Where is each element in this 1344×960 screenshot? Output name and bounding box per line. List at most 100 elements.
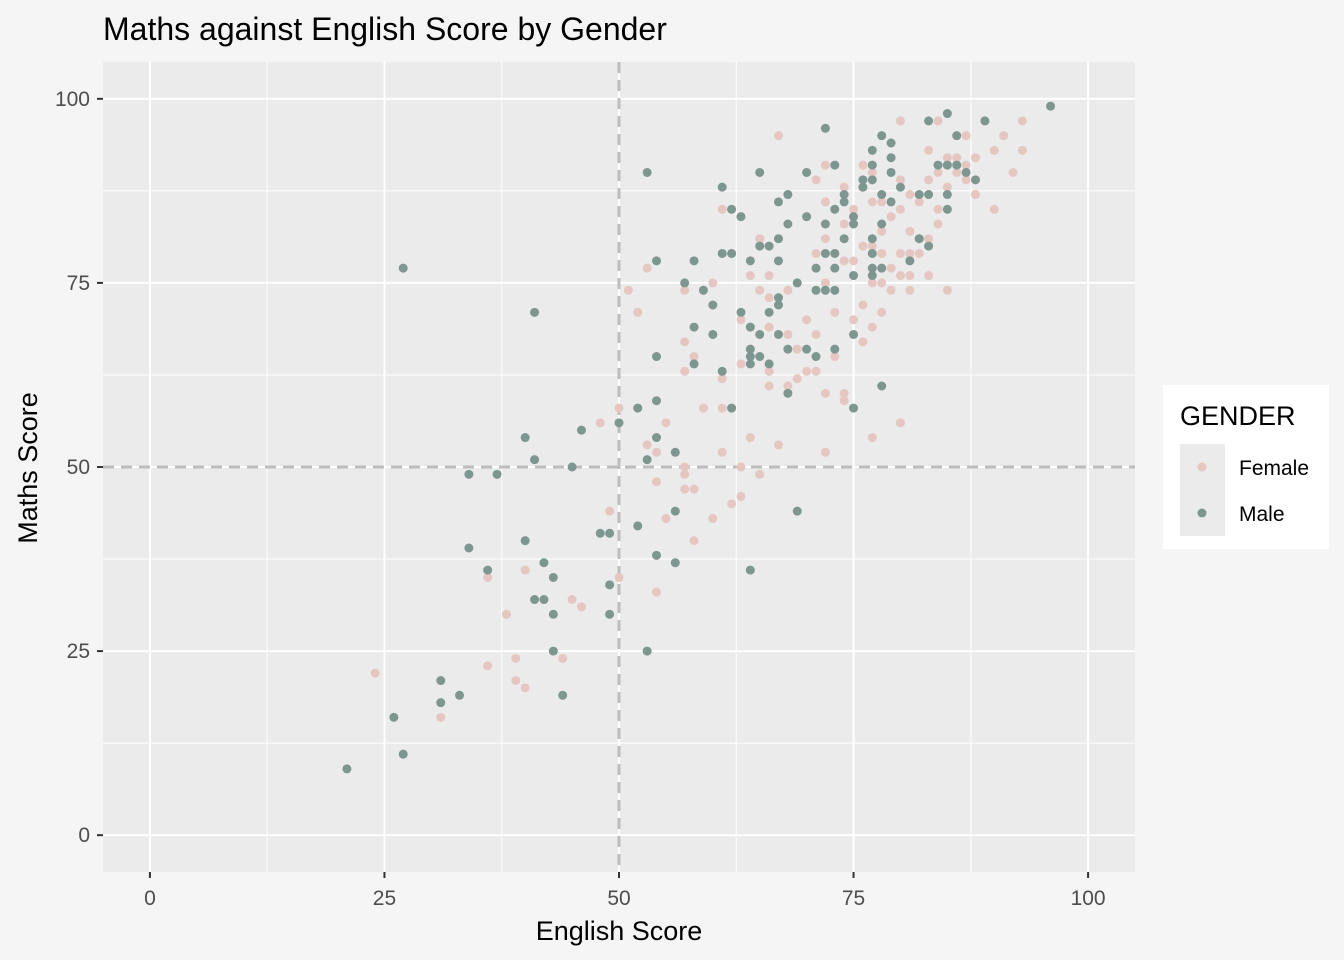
data-point-male	[548, 572, 558, 582]
data-point-male	[717, 366, 727, 376]
data-point-female	[849, 315, 859, 325]
data-point-male	[530, 455, 540, 465]
data-point-male	[595, 528, 605, 538]
data-point-male	[820, 248, 830, 258]
data-point-female	[895, 248, 905, 258]
data-point-female	[895, 116, 905, 126]
data-point-male	[717, 182, 727, 192]
data-point-male	[548, 646, 558, 656]
data-point-male	[867, 248, 877, 258]
data-point-female	[727, 499, 737, 509]
data-point-male	[698, 285, 708, 295]
data-point-female	[764, 322, 774, 332]
data-point-female	[783, 381, 793, 391]
data-point-female	[971, 190, 981, 200]
data-point-male	[773, 300, 783, 310]
data-point-female	[952, 167, 962, 177]
data-point-female	[689, 484, 699, 494]
data-point-female	[905, 226, 915, 236]
data-point-male	[755, 329, 765, 339]
data-point-female	[924, 234, 934, 244]
data-point-male	[914, 190, 924, 200]
data-point-female	[595, 418, 605, 428]
data-point-male	[530, 307, 540, 317]
data-point-female	[642, 440, 652, 450]
data-point-female	[520, 565, 530, 575]
data-point-male	[614, 418, 624, 428]
y-tick-label: 0	[78, 824, 90, 847]
data-point-female	[1017, 145, 1027, 155]
data-point-male	[942, 109, 952, 119]
data-point-male	[830, 160, 840, 170]
data-point-female	[895, 418, 905, 428]
data-point-female	[567, 595, 577, 605]
legend-dot-male	[1197, 508, 1207, 518]
data-point-male	[811, 352, 821, 362]
data-point-male	[773, 256, 783, 266]
x-tick-label: 50	[607, 887, 630, 910]
data-point-female	[773, 440, 783, 450]
data-point-female	[820, 447, 830, 457]
data-point-male	[605, 580, 615, 590]
data-point-female	[924, 175, 934, 185]
data-point-male	[708, 329, 718, 339]
data-point-female	[895, 271, 905, 281]
data-point-female	[717, 374, 727, 384]
data-point-female	[886, 285, 896, 295]
data-point-female	[717, 447, 727, 457]
data-point-male	[483, 565, 493, 575]
data-point-male	[839, 190, 849, 200]
data-point-female	[680, 469, 690, 479]
data-point-female	[680, 366, 690, 376]
data-point-female	[849, 204, 859, 214]
data-point-female	[764, 271, 774, 281]
data-point-female	[820, 197, 830, 207]
data-point-female	[483, 661, 493, 671]
data-point-male	[670, 447, 680, 457]
data-point-male	[398, 749, 408, 759]
data-point-female	[867, 167, 877, 177]
data-point-male	[680, 278, 690, 288]
data-point-female	[745, 271, 755, 281]
data-point-male	[670, 506, 680, 516]
data-point-male	[849, 329, 859, 339]
data-point-male	[877, 263, 887, 273]
data-point-male	[867, 160, 877, 170]
data-point-male	[820, 219, 830, 229]
data-point-female	[830, 352, 840, 362]
y-axis-ticks: 0 25 50 75 100	[55, 88, 103, 847]
data-point-male	[802, 344, 812, 354]
data-point-female	[942, 153, 952, 163]
data-point-female	[802, 366, 812, 376]
data-point-male	[811, 263, 821, 273]
chart-title: Maths against English Score by Gender	[103, 11, 667, 47]
data-point-female	[877, 226, 887, 236]
data-point-male	[886, 197, 896, 207]
data-point-male	[849, 212, 859, 222]
x-axis-ticks: 0 25 50 75 100	[144, 872, 1106, 910]
data-point-male	[745, 352, 755, 362]
data-point-male	[745, 344, 755, 354]
data-point-male	[839, 234, 849, 244]
data-point-male	[436, 698, 446, 708]
y-tick-label: 100	[55, 88, 90, 111]
data-point-male	[539, 595, 549, 605]
data-point-female	[680, 337, 690, 347]
data-point-male	[642, 646, 652, 656]
data-point-male	[464, 469, 474, 479]
data-point-female	[736, 315, 746, 325]
data-point-male	[783, 344, 793, 354]
data-point-female	[858, 241, 868, 251]
data-point-male	[820, 123, 830, 133]
data-point-female	[839, 396, 849, 406]
data-point-female	[914, 197, 924, 207]
data-point-female	[971, 153, 981, 163]
data-point-male	[933, 160, 943, 170]
data-point-male	[764, 241, 774, 251]
data-point-male	[689, 322, 699, 332]
data-point-female	[652, 477, 662, 487]
data-point-male	[924, 190, 934, 200]
data-point-male	[736, 307, 746, 317]
data-point-female	[933, 204, 943, 214]
data-point-male	[567, 462, 577, 472]
